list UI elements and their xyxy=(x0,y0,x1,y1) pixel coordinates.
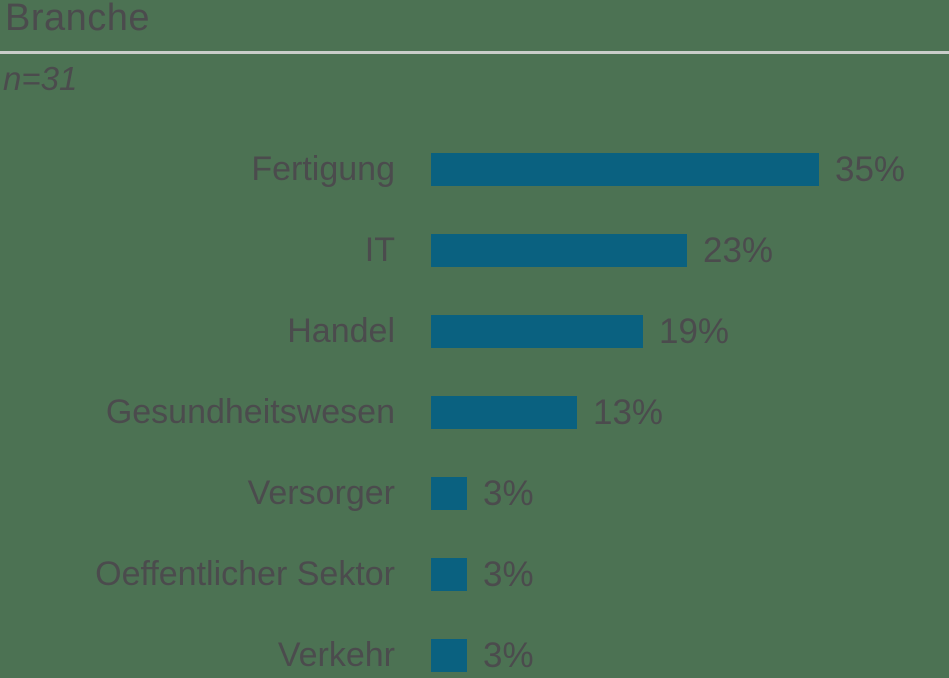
title-divider-line xyxy=(0,51,949,54)
category-label: Gesundheitswesen xyxy=(105,393,395,431)
category-label: Oeffentlicher Sektor xyxy=(95,555,395,593)
bar xyxy=(431,477,467,510)
value-label: 3% xyxy=(483,635,534,675)
sample-size-label: n=31 xyxy=(3,60,78,97)
bar xyxy=(431,558,467,591)
bar-chart: Fertigung 35% IT 23% Handel 19% Gesundhe… xyxy=(0,129,949,678)
chart-title: Branche xyxy=(5,0,151,39)
category-label: Handel xyxy=(287,312,395,350)
category-label: IT xyxy=(364,231,395,269)
bar xyxy=(431,396,577,429)
category-label: Versorger xyxy=(247,474,395,512)
bar-row: Verkehr 3% xyxy=(0,615,949,678)
bar xyxy=(431,639,467,672)
value-label: 3% xyxy=(483,473,534,513)
category-label: Verkehr xyxy=(277,636,395,674)
bar-row: Oeffentlicher Sektor 3% xyxy=(0,534,949,615)
bar xyxy=(431,234,687,267)
value-label: 13% xyxy=(593,392,664,432)
value-label: 3% xyxy=(483,554,534,594)
category-label: Fertigung xyxy=(251,150,395,188)
value-label: 35% xyxy=(835,149,906,189)
bar-row: Fertigung 35% xyxy=(0,129,949,210)
bar xyxy=(431,315,643,348)
bar xyxy=(431,153,819,186)
value-label: 23% xyxy=(703,230,774,270)
value-label: 19% xyxy=(659,311,730,351)
bar-row: Versorger 3% xyxy=(0,453,949,534)
bar-row: IT 23% xyxy=(0,210,949,291)
bar-row: Gesundheitswesen 13% xyxy=(0,372,949,453)
bar-row: Handel 19% xyxy=(0,291,949,372)
